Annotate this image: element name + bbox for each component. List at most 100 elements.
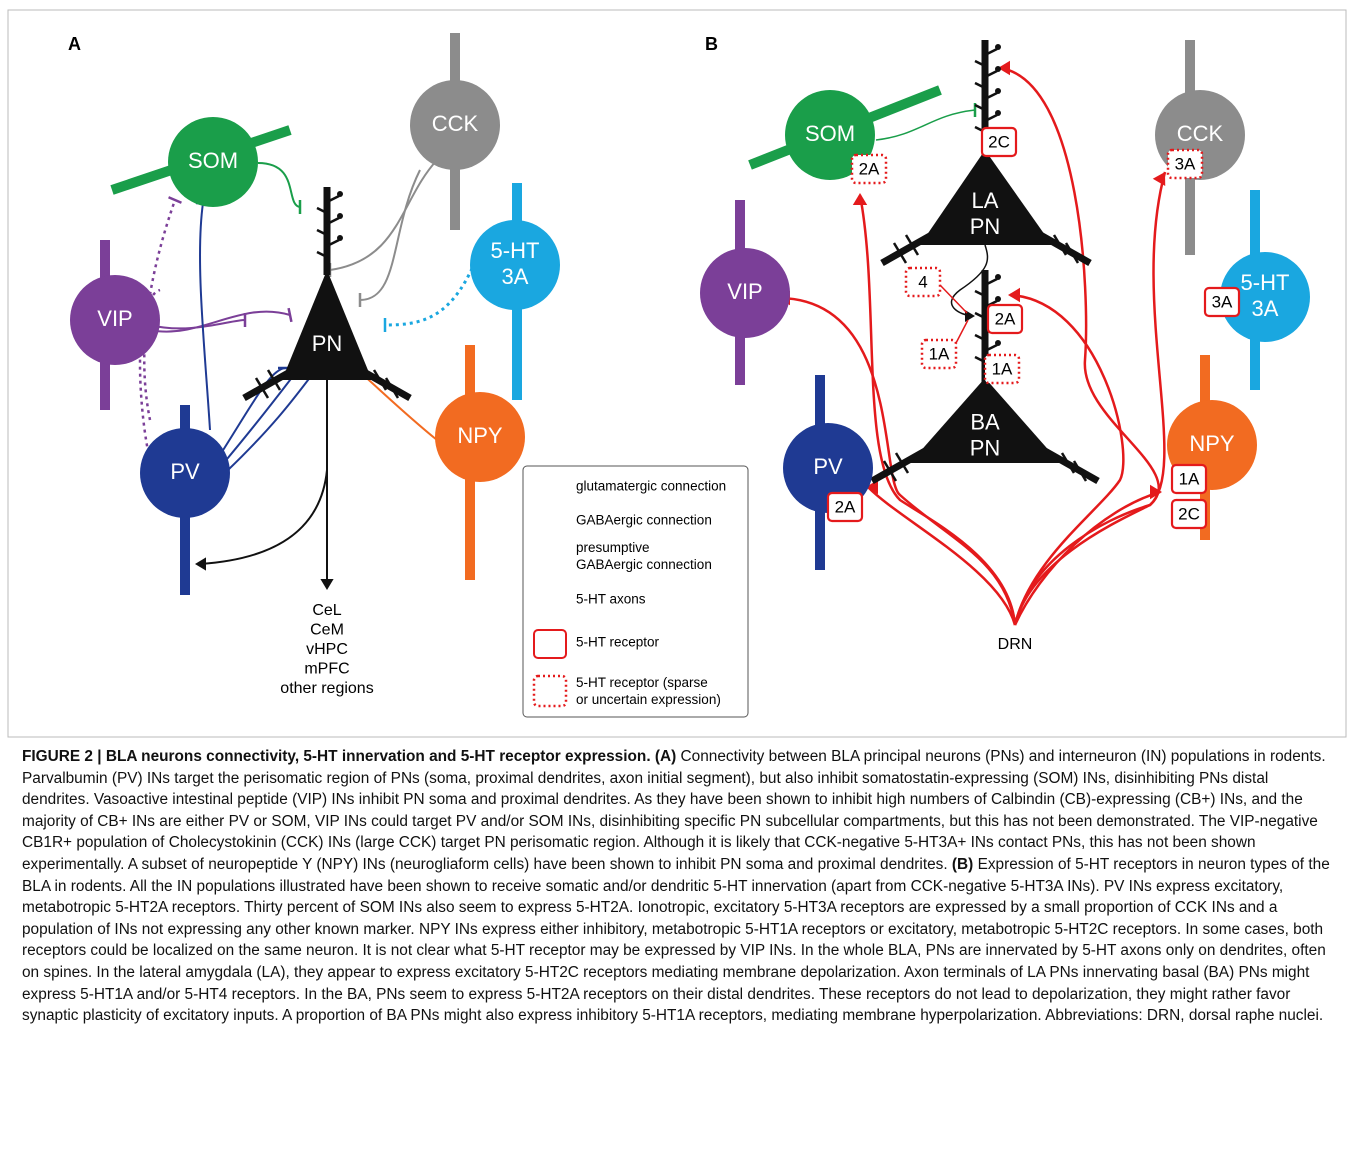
spine	[995, 110, 1001, 116]
receptor	[826, 491, 864, 523]
soma	[1220, 252, 1310, 342]
connection	[875, 109, 976, 141]
soma	[700, 248, 790, 338]
line	[372, 369, 382, 381]
receptor-label: 3A	[1212, 292, 1233, 311]
soma	[435, 392, 525, 482]
legend-label: presumptive	[576, 540, 650, 555]
line	[939, 284, 968, 314]
receptor	[1166, 148, 1204, 180]
label: 5-HT	[1241, 270, 1290, 295]
soma	[168, 117, 258, 207]
soma	[140, 428, 230, 518]
legend-label: 5-HT axons	[576, 592, 646, 607]
legend-swatch	[532, 674, 568, 708]
receptor	[986, 303, 1024, 335]
receptor	[904, 266, 942, 298]
connection	[779, 296, 1017, 626]
line	[272, 379, 282, 391]
spine	[337, 191, 343, 197]
receptor	[980, 126, 1018, 158]
connection	[384, 261, 477, 327]
receptor-label: 2A	[835, 497, 856, 516]
spine	[337, 213, 343, 219]
line	[984, 91, 998, 101]
line	[984, 343, 998, 353]
line	[974, 59, 986, 68]
line	[974, 311, 986, 320]
receptor-label: 4	[918, 272, 927, 291]
line	[1070, 252, 1080, 264]
figure-frame	[7, 9, 1347, 738]
target-region: other regions	[280, 680, 373, 697]
label: VIP	[727, 279, 762, 304]
label: PN	[312, 331, 343, 356]
legend-box	[522, 465, 749, 718]
label: SOM	[188, 148, 238, 173]
labels: A BSOMCCKVIP5-HT3ANPYPVPNCeLCeMvHPCmPFCot…	[68, 34, 1289, 707]
line	[260, 387, 270, 399]
panel-label: A	[68, 34, 81, 54]
line	[1066, 462, 1076, 474]
line	[266, 369, 276, 381]
soma	[410, 80, 500, 170]
caption-title: FIGURE 2 | BLA neurons connectivity, 5-H…	[22, 748, 651, 765]
line	[974, 333, 986, 342]
legend-label: glutamatergic connection	[576, 479, 726, 494]
line	[974, 103, 986, 112]
arrowhead	[998, 60, 1010, 76]
line	[168, 196, 182, 204]
pn-soma	[282, 270, 372, 380]
receptor-label: 3A	[1175, 154, 1196, 173]
connection	[149, 310, 291, 333]
line	[254, 377, 264, 389]
line	[974, 81, 986, 90]
label: LA	[972, 188, 999, 213]
line	[326, 194, 340, 204]
soma	[783, 423, 873, 513]
caption-a-label: (A)	[654, 748, 677, 765]
receptor-label: 1A	[992, 359, 1013, 378]
label: PN	[970, 214, 1001, 239]
line	[954, 319, 969, 346]
line	[898, 252, 908, 264]
line	[882, 460, 892, 472]
receptor	[1203, 286, 1241, 318]
figure: A BSOMCCKVIP5-HT3ANPYPVPNCeLCeMvHPCmPFCot…	[7, 9, 1347, 738]
line	[378, 379, 388, 391]
line	[326, 238, 340, 248]
line	[1060, 452, 1070, 464]
arrowhead	[965, 310, 975, 322]
label: NPY	[457, 423, 503, 448]
line	[888, 470, 898, 482]
line	[1072, 460, 1082, 472]
receptor	[983, 353, 1021, 385]
target-region: CeM	[310, 622, 344, 639]
receptor	[1170, 498, 1208, 530]
connection	[359, 169, 421, 301]
panel-label: B	[705, 34, 718, 54]
connection	[1013, 490, 1161, 626]
label: 5-HT	[491, 238, 540, 263]
line	[1064, 242, 1074, 254]
line	[974, 289, 986, 298]
legend-label: 5-HT receptor (sparse	[576, 675, 708, 690]
neurons	[70, 80, 1310, 718]
line	[984, 113, 998, 123]
line	[1078, 470, 1088, 482]
line	[984, 69, 998, 79]
line	[1052, 234, 1062, 246]
receptor-label: 2C	[988, 132, 1010, 151]
legend-label: GABAergic connection	[576, 557, 712, 572]
connection	[951, 244, 989, 317]
arrowhead	[1008, 287, 1020, 303]
arrowhead	[1150, 484, 1162, 500]
label: 3A	[502, 264, 529, 289]
connection	[329, 159, 438, 271]
line	[892, 242, 902, 254]
label: PV	[813, 454, 843, 479]
caption-a-text: Connectivity between BLA principal neuro…	[22, 748, 1326, 873]
spine	[995, 44, 1001, 50]
arrowhead	[195, 557, 206, 571]
